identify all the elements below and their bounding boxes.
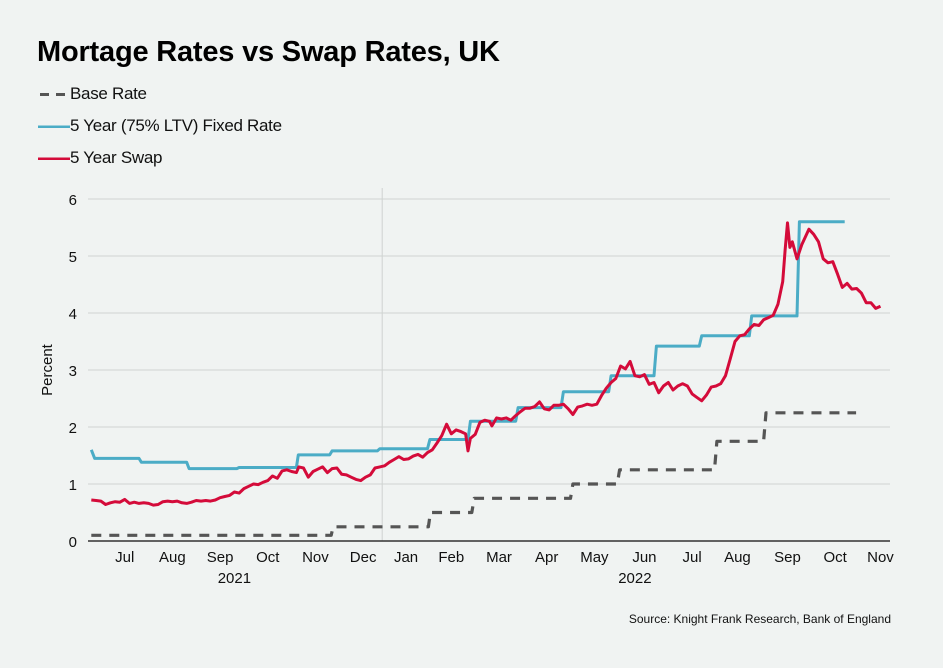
source-note: Source: Knight Frank Research, Bank of E… (628, 612, 891, 626)
gridlines (88, 198, 890, 485)
y-tick-labels: 0 1 2 3 4 5 6 (69, 192, 77, 551)
x-tick-label: Oct (823, 549, 847, 566)
fixed-rate-line (89, 220, 845, 471)
legend: Base Rate 5 Year (75% LTV) Fixed Rate 5 … (38, 78, 282, 174)
x-tick-label: Dec (350, 549, 377, 566)
x-tick-label: Jul (115, 549, 134, 566)
legend-item-swap: 5 Year Swap (38, 142, 282, 174)
x-tick-labels: Jul Aug Sep Oct Nov Dec Jan Feb Mar Apr May Jun Jul A… (115, 549, 894, 566)
y-tick-label: 1 (69, 477, 77, 494)
x-tick-label: Mar (486, 549, 512, 566)
legend-item-base-rate: Base Rate (38, 78, 282, 110)
series-lines (89, 220, 882, 537)
legend-label-base-rate: Base Rate (70, 84, 147, 103)
x-tick-label: Feb (438, 549, 464, 566)
x-tick-label: Nov (302, 549, 329, 566)
x-tick-label: Sep (774, 549, 801, 566)
legend-swatch-swap (38, 157, 70, 160)
legend-swatch-base-rate (40, 93, 68, 96)
chart-title: Mortage Rates vs Swap Rates, UK (37, 36, 500, 68)
x-tick-label: Jul (683, 549, 702, 566)
x-tick-label: Oct (256, 549, 280, 566)
legend-item-fixed-rate: 5 Year (75% LTV) Fixed Rate (38, 110, 282, 142)
y-tick-label: 4 (69, 306, 77, 323)
y-tick-label: 5 (69, 249, 77, 266)
legend-label-fixed-rate: 5 Year (75% LTV) Fixed Rate (70, 116, 282, 135)
x-tick-label: May (580, 549, 609, 566)
year-label: 2021 (218, 570, 251, 587)
x-tick-label: Jun (632, 549, 656, 566)
y-tick-label: 2 (69, 420, 77, 437)
legend-swatch-fixed-rate (38, 125, 70, 128)
y-axis-label: Percent (39, 343, 56, 396)
y-tick-label: 0 (69, 534, 77, 551)
year-label: 2022 (618, 570, 651, 587)
x-tick-label: Aug (724, 549, 751, 566)
y-tick-label: 6 (69, 192, 77, 209)
x-tick-label: Aug (159, 549, 186, 566)
x-tick-label: Apr (535, 549, 558, 566)
y-tick-label: 3 (69, 363, 77, 380)
x-tick-label: Nov (867, 549, 894, 566)
swap-line (91, 221, 882, 507)
x-tick-label: Sep (207, 549, 234, 566)
base-rate-line (91, 411, 857, 537)
legend-label-swap: 5 Year Swap (70, 148, 163, 167)
x-tick-label: Jan (394, 549, 418, 566)
year-labels: 2021 2022 (218, 570, 652, 587)
